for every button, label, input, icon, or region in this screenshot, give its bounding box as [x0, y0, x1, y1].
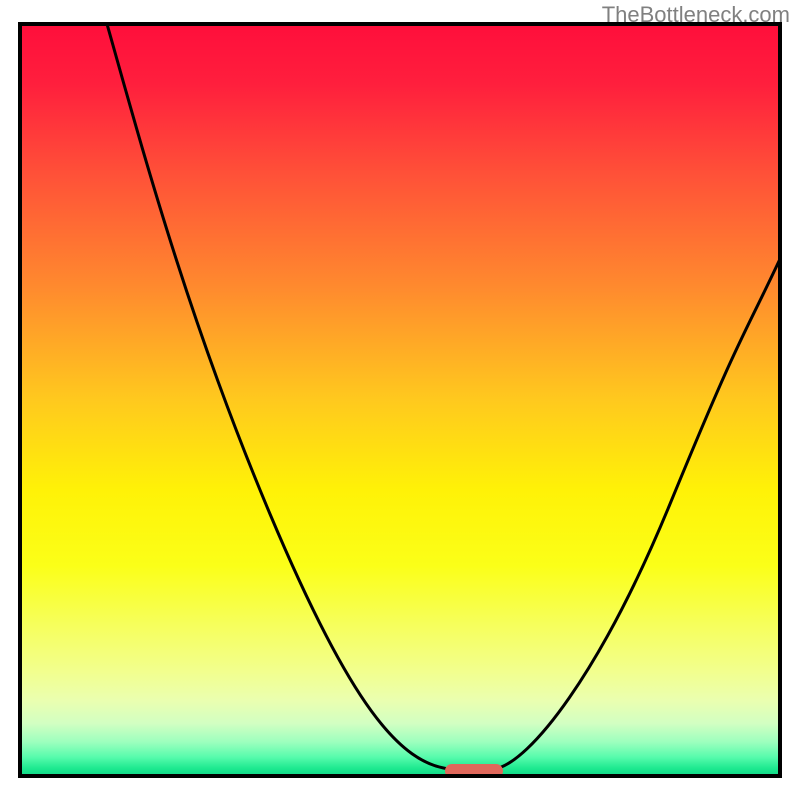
chart-container: TheBottleneck.com [0, 0, 800, 800]
plot-background [20, 24, 780, 776]
bottleneck-chart [0, 0, 800, 800]
watermark-text: TheBottleneck.com [602, 2, 790, 28]
